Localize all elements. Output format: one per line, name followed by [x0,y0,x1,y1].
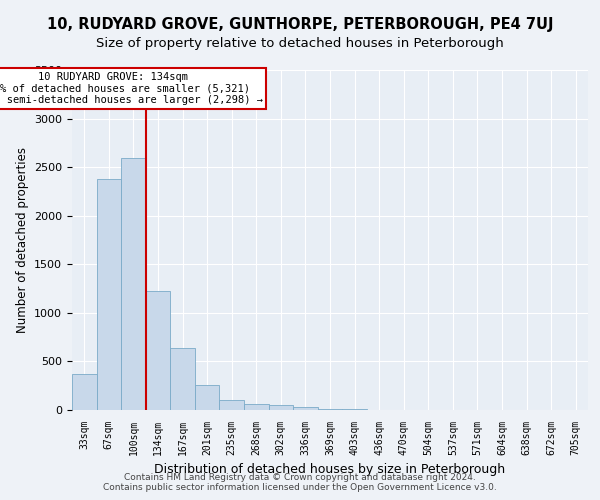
Bar [342,409,367,410]
Bar [318,409,342,410]
Text: Contains HM Land Registry data © Crown copyright and database right 2024.
Contai: Contains HM Land Registry data © Crown c… [103,473,497,492]
Bar [220,400,244,410]
Bar [170,348,195,410]
Y-axis label: Number of detached properties: Number of detached properties [16,147,29,333]
Bar [293,407,318,410]
Bar [121,158,146,410]
Bar [146,290,170,410]
Text: Size of property relative to detached houses in Peterborough: Size of property relative to detached ho… [96,38,504,51]
Bar [269,405,293,410]
Text: 10, RUDYARD GROVE, GUNTHORPE, PETERBOROUGH, PE4 7UJ: 10, RUDYARD GROVE, GUNTHORPE, PETERBOROU… [47,18,553,32]
Text: 10 RUDYARD GROVE: 134sqm
← 70% of detached houses are smaller (5,321)
30% of sem: 10 RUDYARD GROVE: 134sqm ← 70% of detach… [0,72,263,105]
Bar [97,179,121,410]
Bar [244,404,269,410]
Bar [72,374,97,410]
X-axis label: Distribution of detached houses by size in Peterborough: Distribution of detached houses by size … [154,464,506,476]
Bar [195,384,220,410]
